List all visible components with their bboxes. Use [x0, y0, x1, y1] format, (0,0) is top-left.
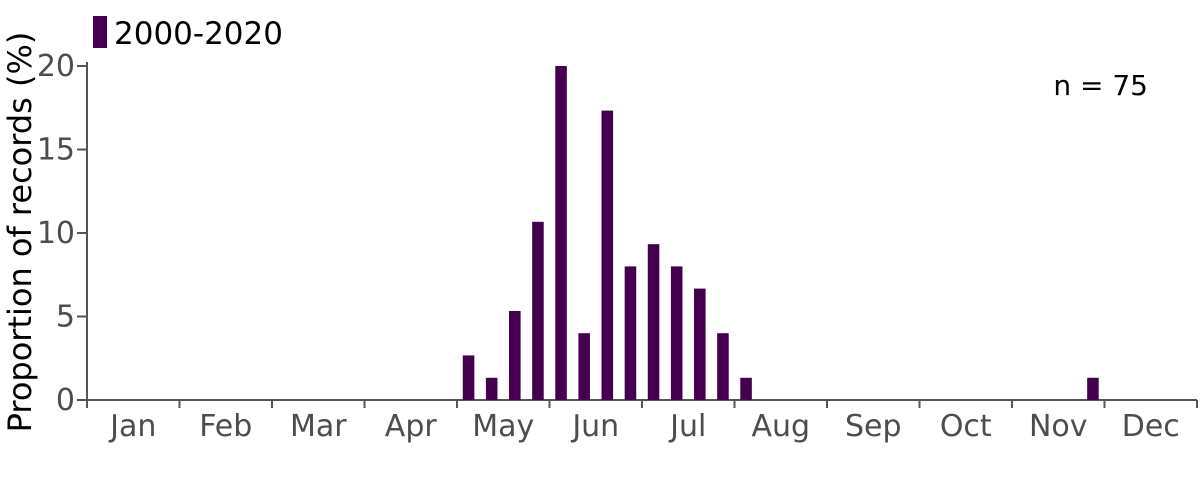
bar: [624, 266, 637, 400]
bar: [462, 355, 475, 400]
y-tick-label: 20: [37, 49, 75, 84]
bar: [578, 333, 590, 400]
bar: [717, 333, 729, 400]
sample-size-annotation: n = 75: [1053, 69, 1148, 102]
bar: [670, 266, 683, 400]
x-tick-label-jan: Jan: [108, 409, 156, 444]
bar: [1087, 377, 1099, 400]
x-tick-label-sep: Sep: [845, 409, 902, 444]
bar: [485, 377, 498, 400]
legend-label: 2000-2020: [114, 16, 283, 52]
bar: [740, 377, 752, 400]
x-tick-label-nov: Nov: [1029, 409, 1088, 444]
x-tick-label-oct: Oct: [940, 409, 992, 444]
y-tick-label: 0: [56, 383, 75, 418]
y-tick-label: 15: [37, 133, 75, 168]
y-tick-label: 5: [56, 300, 75, 335]
legend: 2000-2020: [93, 16, 283, 52]
y-axis-label: Proportion of records (%): [1, 32, 39, 433]
y-axis: 0 5 10 15 20: [37, 49, 88, 418]
x-axis: Jan Feb Mar Apr May Jun Jul Aug Sep Oct Nov Dec: [86, 399, 1198, 444]
bar: [532, 221, 544, 400]
legend-swatch: [93, 16, 107, 48]
x-tick-label-jun: Jun: [570, 409, 619, 444]
bar: [601, 110, 614, 400]
y-tick-label: 10: [37, 216, 75, 251]
bar: [694, 288, 706, 400]
bar: [555, 66, 567, 400]
x-tick-label-feb: Feb: [199, 409, 252, 444]
x-tick-label-may: May: [472, 409, 534, 444]
x-tick-label-aug: Aug: [751, 409, 810, 444]
bar: [647, 244, 660, 400]
x-tick-label-mar: Mar: [290, 409, 347, 444]
x-tick-label-jul: Jul: [668, 409, 706, 444]
bars: [462, 66, 1099, 400]
x-tick-label-dec: Dec: [1122, 409, 1180, 444]
x-tick-label-apr: Apr: [385, 409, 438, 444]
bar: [509, 310, 521, 400]
